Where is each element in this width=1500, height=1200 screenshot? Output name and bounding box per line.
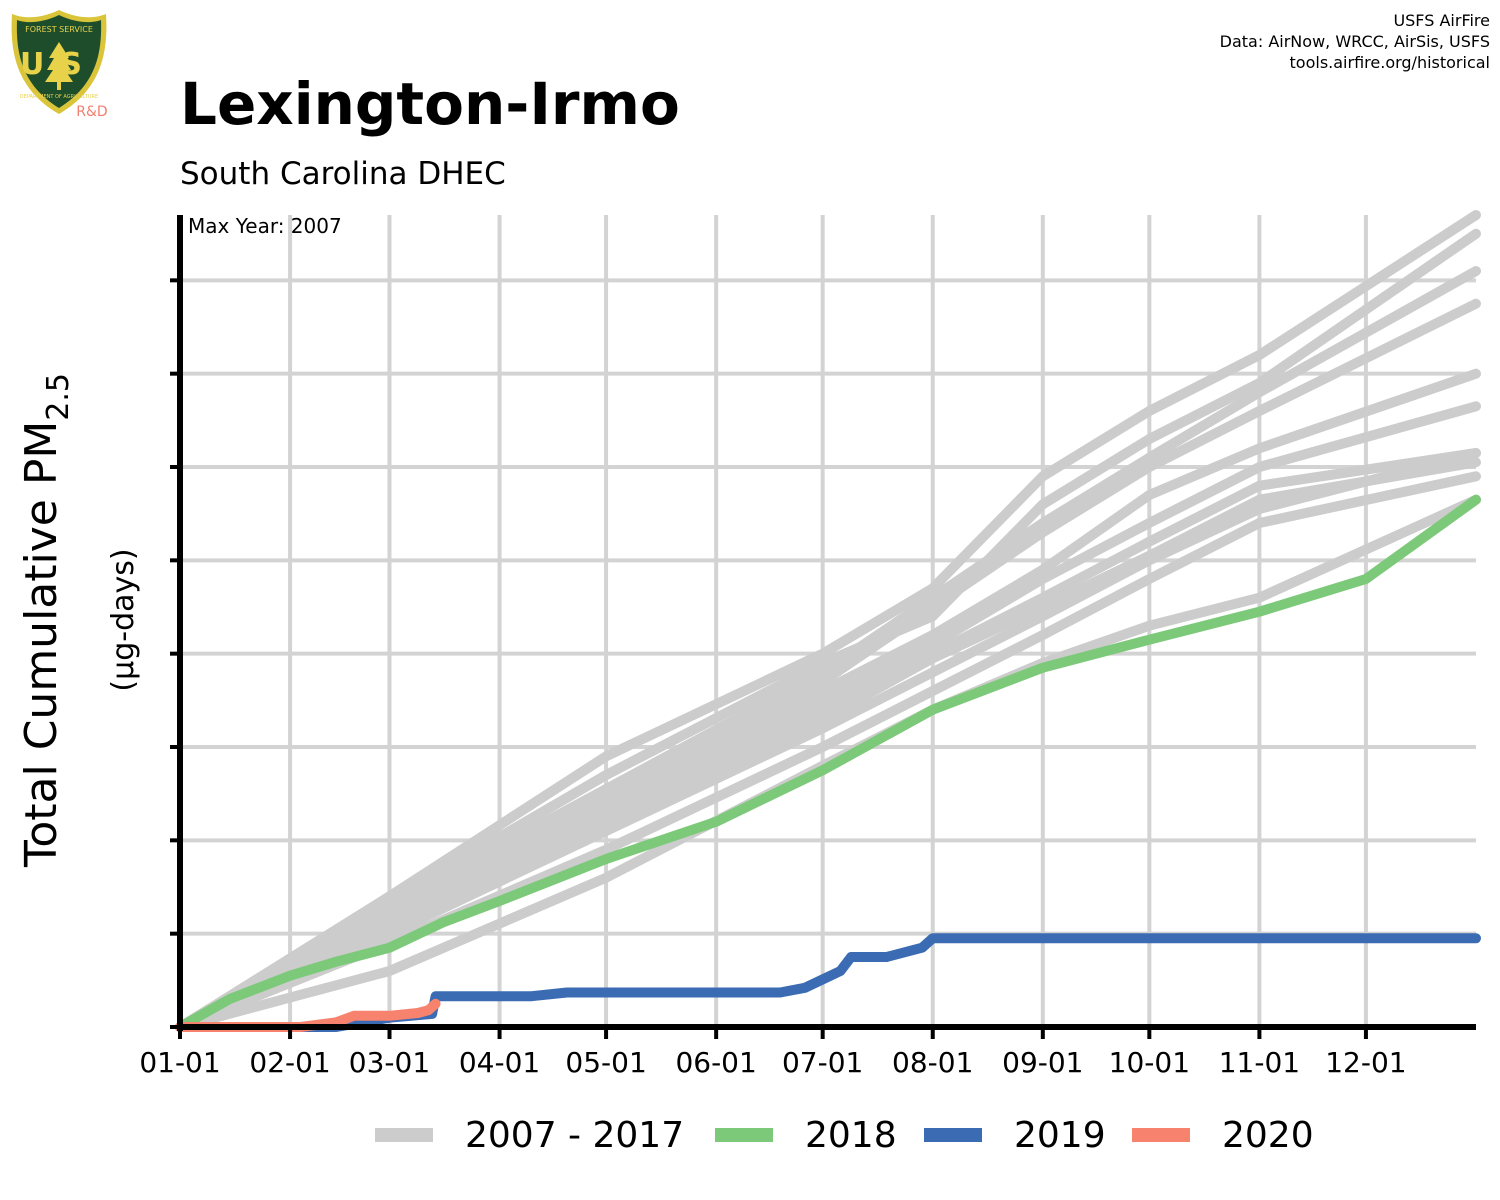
chart-subtitle: South Carolina DHEC [180, 156, 506, 192]
x-tick-label-01-01: 01-01 [139, 1046, 220, 1079]
usda-forest-service-logo: FOREST SERVICE US DEPARTMENT OF AGRICULT… [11, 10, 108, 118]
logo-top-text: FOREST SERVICE [25, 25, 93, 34]
x-tick-label-10-01: 10-01 [1109, 1046, 1190, 1079]
y-axis-units-label: (µg-days) [106, 548, 141, 691]
y-axis-label: Total Cumulative PM [16, 421, 67, 868]
x-tick-label-06-01: 06-01 [675, 1046, 756, 1079]
max-year-annotation: Max Year: 2007 [188, 214, 342, 238]
series-line-history-1 [175, 210, 1481, 1032]
series-line-history-9 [175, 448, 1481, 1032]
legend-label-3: 2020 [1222, 1115, 1314, 1156]
x-tick-label-02-01: 02-01 [249, 1046, 330, 1079]
series-line-2018 [175, 494, 1481, 1032]
legend-label-0: 2007 - 2017 [465, 1115, 684, 1156]
logo-badge: R&D [76, 104, 107, 118]
tree-icon [45, 42, 73, 90]
legend-label-1: 2018 [805, 1115, 897, 1156]
svg-text:Total Cumulative PM2.5: Total Cumulative PM2.5 [16, 373, 76, 868]
x-tick-label-04-01: 04-01 [459, 1046, 540, 1079]
chart-title: Lexington-Irmo [180, 70, 680, 138]
x-tick-label-12-01: 12-01 [1325, 1046, 1406, 1079]
series-line-history-4 [175, 298, 1481, 1032]
credit-line-1: USFS AirFire [1393, 11, 1490, 30]
logo-bottom-text: DEPARTMENT OF AGRICULTURE [20, 94, 98, 100]
credit-line-3: tools.airfire.org/historical [1289, 53, 1490, 72]
axes [170, 215, 1476, 1039]
series-lines [175, 210, 1481, 1032]
x-tick-label-05-01: 05-01 [565, 1046, 646, 1079]
credits: USFS AirFire Data: AirNow, WRCC, AirSis,… [1220, 10, 1490, 73]
legend: 2007 - 2017 2018 2019 2020 [375, 1115, 1314, 1156]
series-line-history-8 [175, 457, 1481, 1032]
y-axis-title: Total Cumulative PM2.5 [16, 373, 76, 868]
y-axis-units: (µg-days) [106, 548, 141, 691]
credit-line-2: Data: AirNow, WRCC, AirSis, USFS [1219, 32, 1490, 51]
y-axis-label-subscript: 2.5 [41, 373, 76, 421]
series-line-history-2 [175, 228, 1481, 1032]
x-tick-labels: 01-01 02-01 03-01 04-01 05-01 06-01 07-01 08-01… [139, 1046, 1406, 1079]
legend-label-2: 2019 [1014, 1115, 1106, 1156]
x-tick-label-03-01: 03-01 [349, 1046, 430, 1079]
x-tick-label-08-01: 08-01 [892, 1046, 973, 1079]
x-tick-label-07-01: 07-01 [782, 1046, 863, 1079]
x-tick-label-09-01: 09-01 [1002, 1046, 1083, 1079]
x-tick-label-11-01: 11-01 [1219, 1046, 1300, 1079]
